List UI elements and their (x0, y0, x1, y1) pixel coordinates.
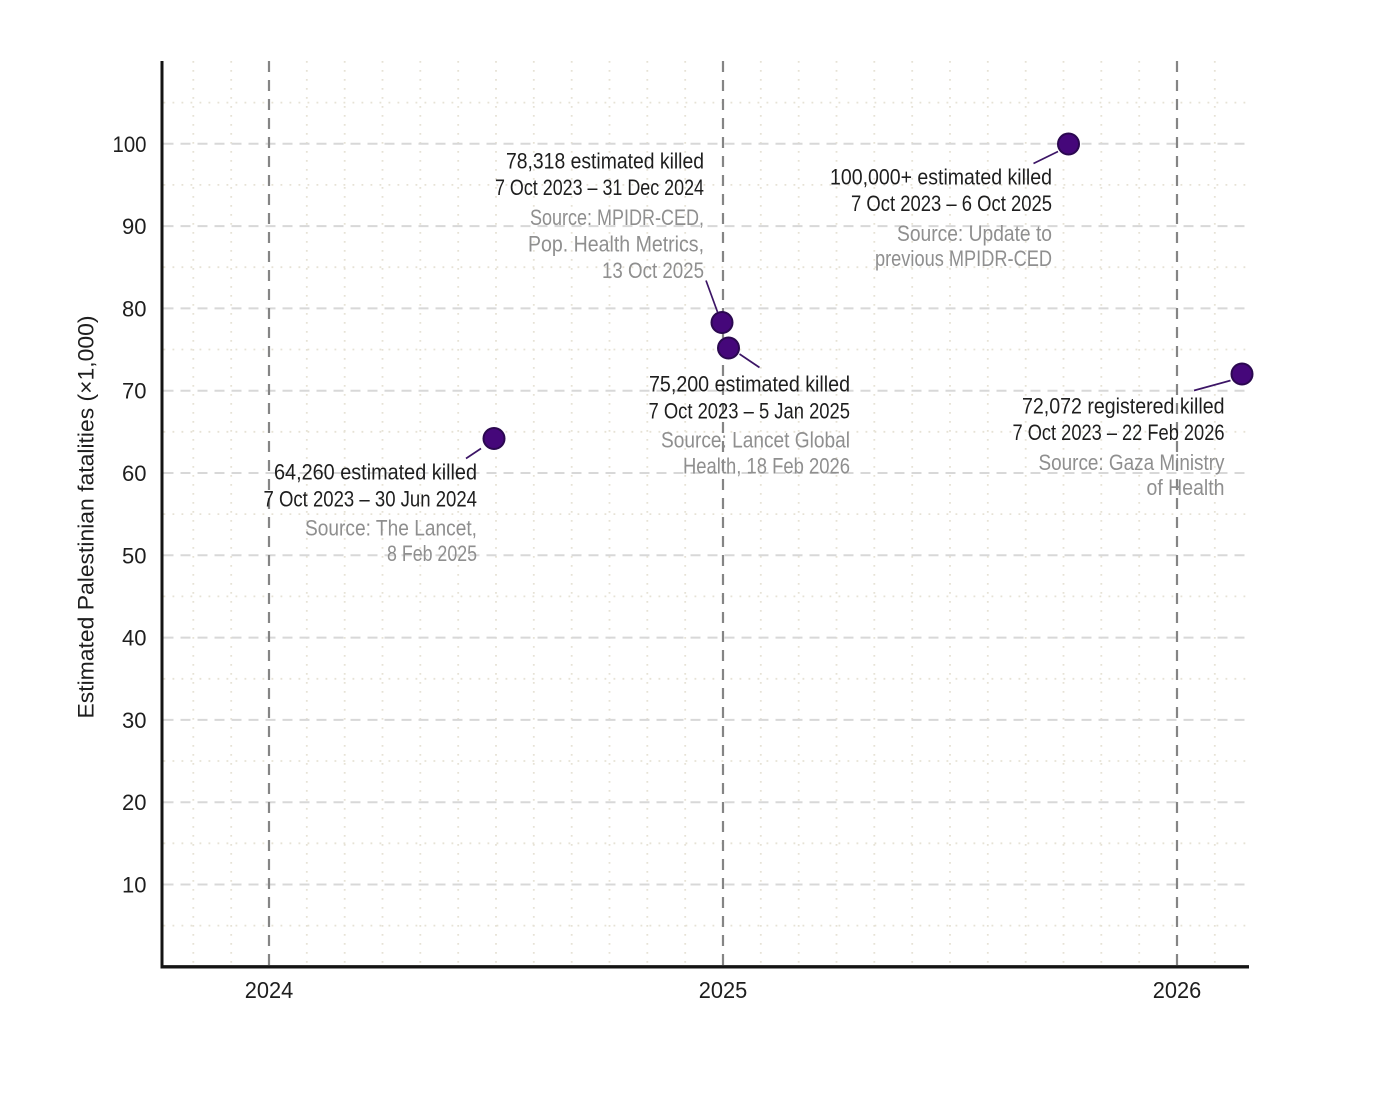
svg-text:60: 60 (122, 461, 146, 486)
svg-text:30: 30 (122, 708, 146, 733)
svg-text:Source: Lancet Global: Source: Lancet Global (661, 428, 850, 453)
svg-text:100: 100 (113, 132, 147, 157)
svg-text:Source: Gaza Ministry: Source: Gaza Ministry (1039, 450, 1225, 475)
svg-text:90: 90 (122, 214, 146, 239)
svg-text:78,318 estimated killed: 78,318 estimated killed (506, 149, 704, 174)
svg-text:previous MPIDR-CED: previous MPIDR-CED (875, 246, 1052, 271)
svg-text:10: 10 (122, 873, 146, 898)
svg-text:of Health: of Health (1147, 475, 1225, 500)
svg-text:Source: The Lancet,: Source: The Lancet, (305, 516, 477, 541)
svg-text:Estimated Palestinian fataliti: Estimated Palestinian fatalities (×1,000… (74, 316, 99, 719)
svg-text:2025: 2025 (699, 977, 748, 1003)
svg-text:100,000+ estimated killed: 100,000+ estimated killed (830, 165, 1052, 190)
svg-text:7 Oct 2023 – 6 Oct 2025: 7 Oct 2023 – 6 Oct 2025 (851, 191, 1052, 216)
svg-text:7 Oct 2023 – 22 Feb 2026: 7 Oct 2023 – 22 Feb 2026 (1013, 420, 1225, 445)
svg-text:72,072 registered killed: 72,072 registered killed (1022, 394, 1225, 419)
svg-text:2024: 2024 (245, 977, 294, 1003)
svg-text:Source: Update to: Source: Update to (897, 221, 1052, 246)
svg-text:13 Oct 2025: 13 Oct 2025 (602, 258, 704, 283)
svg-text:Source: MPIDR-CED,: Source: MPIDR-CED, (530, 205, 704, 230)
svg-text:Pop. Health Metrics,: Pop. Health Metrics, (528, 232, 704, 257)
svg-text:70: 70 (122, 379, 146, 404)
svg-text:64,260 estimated killed: 64,260 estimated killed (274, 460, 477, 485)
svg-text:7 Oct 2023 – 31 Dec 2024: 7 Oct 2023 – 31 Dec 2024 (495, 175, 704, 200)
svg-text:80: 80 (122, 296, 146, 321)
svg-text:7 Oct 2023 – 30 Jun 2024: 7 Oct 2023 – 30 Jun 2024 (264, 487, 478, 512)
svg-text:75,200 estimated killed: 75,200 estimated killed (649, 372, 850, 397)
svg-text:8 Feb 2025: 8 Feb 2025 (387, 541, 477, 566)
svg-text:20: 20 (122, 790, 146, 815)
svg-text:40: 40 (122, 626, 146, 651)
svg-text:7 Oct 2023 – 5 Jan 2025: 7 Oct 2023 – 5 Jan 2025 (649, 399, 851, 424)
svg-text:Health, 18 Feb 2026: Health, 18 Feb 2026 (683, 454, 850, 479)
svg-text:50: 50 (122, 543, 146, 568)
svg-text:2026: 2026 (1153, 977, 1202, 1003)
